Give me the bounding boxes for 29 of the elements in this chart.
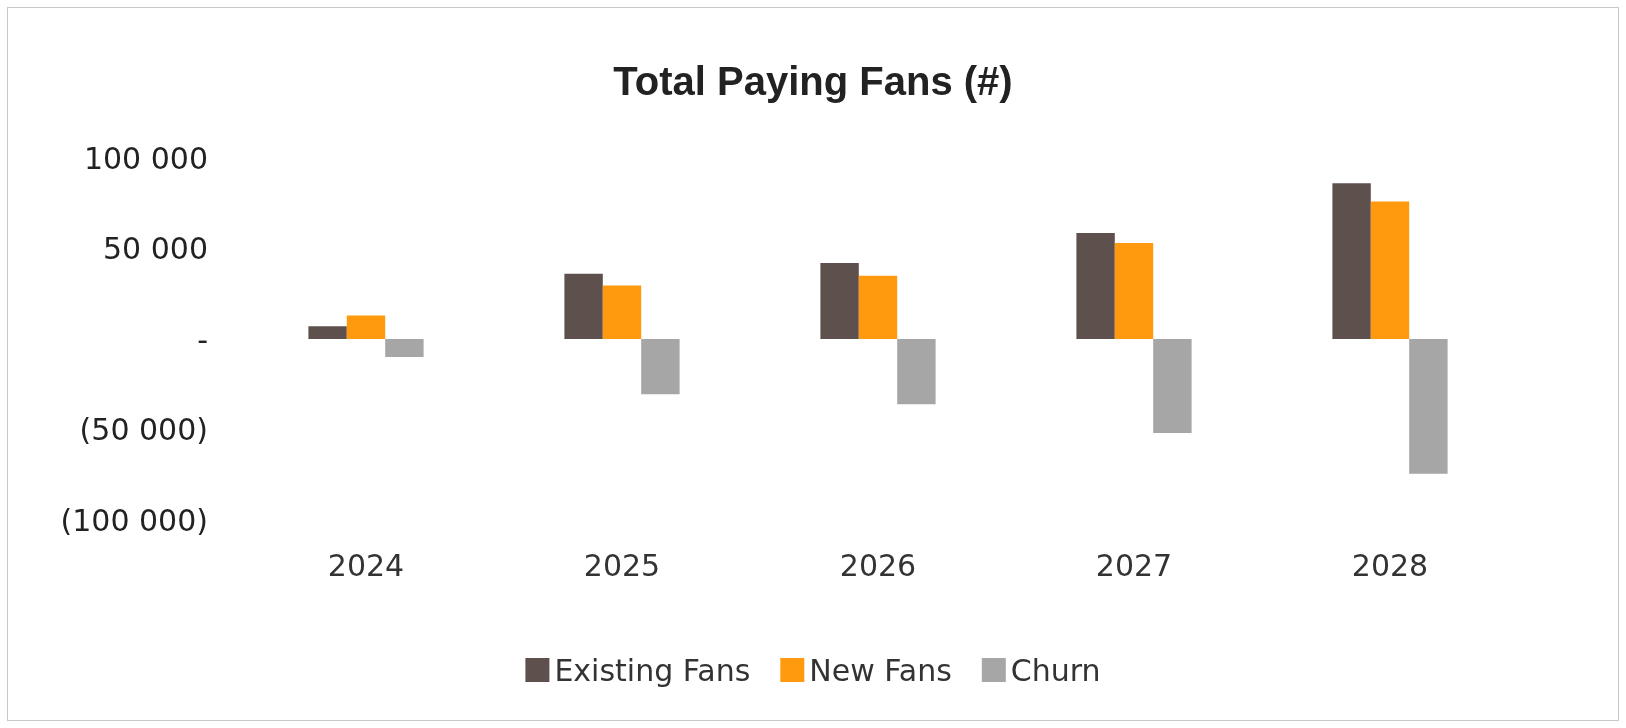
bar bbox=[602, 285, 642, 339]
y-tick-label: (100 000) bbox=[60, 502, 208, 538]
bar bbox=[564, 273, 603, 339]
bar bbox=[1114, 243, 1154, 339]
x-tick-label: 2025 bbox=[583, 547, 661, 583]
bar bbox=[1370, 201, 1410, 339]
bar bbox=[308, 326, 347, 339]
bar bbox=[641, 339, 680, 395]
x-tick-label: 2024 bbox=[327, 547, 405, 583]
bar bbox=[1409, 339, 1448, 474]
chart-title: Total Paying Fans (#) bbox=[613, 59, 1013, 103]
y-tick-label: - bbox=[197, 321, 208, 357]
bar bbox=[1153, 339, 1192, 434]
bar bbox=[385, 339, 424, 358]
y-tick-label: 100 000 bbox=[83, 140, 208, 176]
bar bbox=[858, 275, 898, 339]
legend-label: New Fans bbox=[809, 652, 952, 688]
x-tick-label: 2027 bbox=[1095, 547, 1173, 583]
y-tick-label: (50 000) bbox=[79, 412, 208, 447]
bar bbox=[1076, 233, 1115, 339]
legend-label: Churn bbox=[1010, 652, 1101, 688]
bar bbox=[820, 262, 859, 339]
x-tick-label: 2026 bbox=[839, 547, 917, 583]
x-tick-label: 2028 bbox=[1351, 547, 1429, 583]
y-tick-label: 50 000 bbox=[103, 231, 208, 266]
bar bbox=[897, 339, 936, 405]
bar bbox=[1332, 183, 1371, 339]
legend-label: Existing Fans bbox=[554, 652, 751, 688]
bar bbox=[346, 315, 386, 339]
